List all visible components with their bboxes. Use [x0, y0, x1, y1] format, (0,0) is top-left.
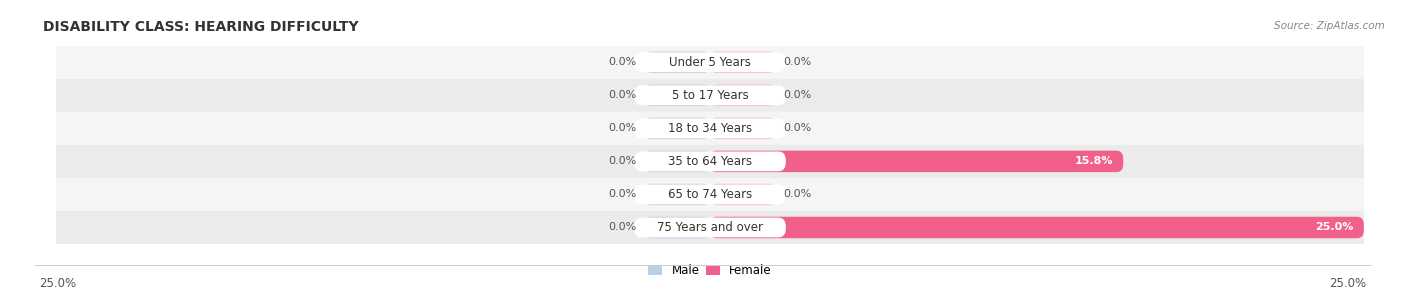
- Text: 0.0%: 0.0%: [609, 123, 637, 133]
- Text: 0.0%: 0.0%: [783, 123, 811, 133]
- Text: 18 to 34 Years: 18 to 34 Years: [668, 122, 752, 135]
- FancyBboxPatch shape: [634, 85, 786, 105]
- FancyBboxPatch shape: [710, 52, 776, 73]
- Text: 0.0%: 0.0%: [783, 90, 811, 100]
- Text: 25.0%: 25.0%: [39, 277, 76, 290]
- Text: 0.0%: 0.0%: [609, 156, 637, 167]
- FancyBboxPatch shape: [44, 178, 1376, 211]
- FancyBboxPatch shape: [710, 118, 776, 139]
- FancyBboxPatch shape: [644, 118, 710, 139]
- FancyBboxPatch shape: [644, 84, 710, 106]
- Text: Source: ZipAtlas.com: Source: ZipAtlas.com: [1274, 21, 1385, 31]
- Text: 0.0%: 0.0%: [609, 57, 637, 67]
- FancyBboxPatch shape: [644, 184, 710, 205]
- Legend: Male, Female: Male, Female: [644, 259, 776, 282]
- Text: 65 to 74 Years: 65 to 74 Years: [668, 188, 752, 201]
- Text: 15.8%: 15.8%: [1074, 156, 1112, 167]
- FancyBboxPatch shape: [634, 52, 786, 72]
- Text: 0.0%: 0.0%: [783, 57, 811, 67]
- Text: 35 to 64 Years: 35 to 64 Years: [668, 155, 752, 168]
- FancyBboxPatch shape: [634, 217, 786, 237]
- Text: DISABILITY CLASS: HEARING DIFFICULTY: DISABILITY CLASS: HEARING DIFFICULTY: [44, 20, 359, 34]
- FancyBboxPatch shape: [710, 84, 776, 106]
- FancyBboxPatch shape: [644, 151, 710, 172]
- FancyBboxPatch shape: [634, 185, 786, 204]
- Text: 0.0%: 0.0%: [609, 222, 637, 232]
- FancyBboxPatch shape: [44, 46, 1376, 79]
- Text: 25.0%: 25.0%: [1330, 277, 1367, 290]
- FancyBboxPatch shape: [710, 184, 776, 205]
- FancyBboxPatch shape: [644, 52, 710, 73]
- Text: Under 5 Years: Under 5 Years: [669, 56, 751, 69]
- FancyBboxPatch shape: [710, 217, 1364, 238]
- FancyBboxPatch shape: [710, 151, 1123, 172]
- Text: 5 to 17 Years: 5 to 17 Years: [672, 89, 748, 102]
- FancyBboxPatch shape: [634, 152, 786, 171]
- FancyBboxPatch shape: [44, 211, 1376, 244]
- FancyBboxPatch shape: [44, 145, 1376, 178]
- Text: 0.0%: 0.0%: [609, 189, 637, 199]
- Text: 25.0%: 25.0%: [1315, 222, 1354, 232]
- FancyBboxPatch shape: [44, 79, 1376, 112]
- Text: 0.0%: 0.0%: [783, 189, 811, 199]
- FancyBboxPatch shape: [644, 217, 710, 238]
- Text: 0.0%: 0.0%: [609, 90, 637, 100]
- Text: 75 Years and over: 75 Years and over: [657, 221, 763, 234]
- FancyBboxPatch shape: [44, 112, 1376, 145]
- FancyBboxPatch shape: [634, 118, 786, 138]
